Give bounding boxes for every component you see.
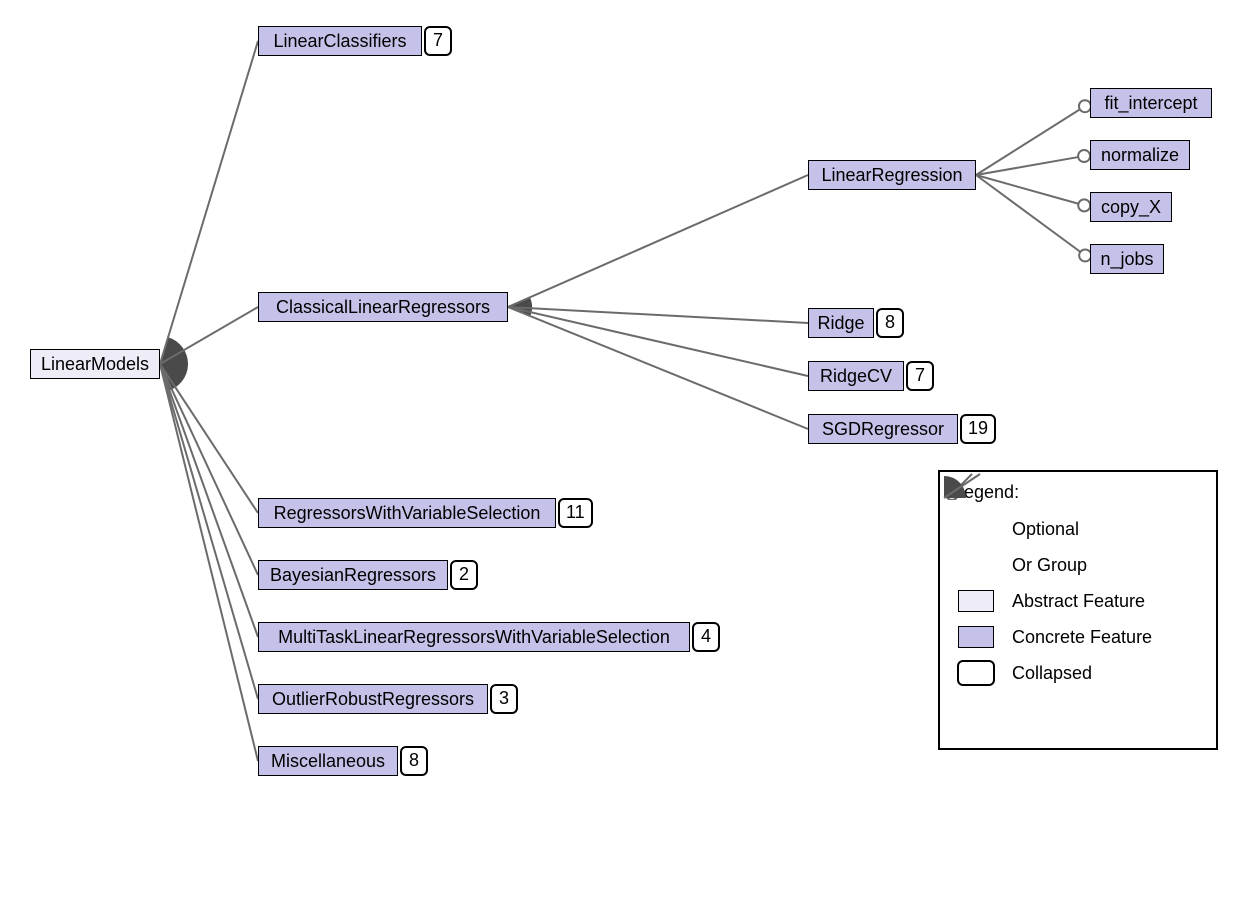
node-label: copy_X: [1101, 197, 1161, 217]
collapsed-count-label: 3: [499, 688, 509, 708]
tree-edge: [160, 364, 258, 761]
node-label: ClassicalLinearRegressors: [276, 297, 490, 317]
node-label: Miscellaneous: [271, 751, 385, 771]
feature-node-misc[interactable]: Miscellaneous: [258, 746, 398, 776]
feature-node-outlier[interactable]: OutlierRobustRegressors: [258, 684, 488, 714]
legend-item: Abstract Feature: [954, 587, 1202, 615]
feature-node-linReg[interactable]: LinearRegression: [808, 160, 976, 190]
feature-node-linearClassifiers[interactable]: LinearClassifiers: [258, 26, 422, 56]
node-label: LinearModels: [41, 354, 149, 374]
collapsed-count-label: 19: [968, 418, 988, 438]
feature-node-copy[interactable]: copy_X: [1090, 192, 1172, 222]
collapsed-count-label: 8: [409, 750, 419, 770]
tree-edge: [160, 364, 258, 513]
node-label: LinearRegression: [821, 165, 962, 185]
legend-item: Collapsed: [954, 659, 1202, 687]
collapsed-legend-icon: [954, 659, 998, 687]
orgroup-legend-icon: [954, 551, 998, 579]
feature-node-classical[interactable]: ClassicalLinearRegressors: [258, 292, 508, 322]
collapsed-count-misc[interactable]: 8: [400, 746, 428, 776]
optional-legend-icon: [954, 515, 998, 543]
collapsed-count-ridgeCV[interactable]: 7: [906, 361, 934, 391]
optional-marker-icon: [1078, 199, 1090, 211]
node-label: normalize: [1101, 145, 1179, 165]
node-label: RegressorsWithVariableSelection: [274, 503, 541, 523]
concrete-legend-icon: [954, 623, 998, 651]
legend-box: Legend: Optional Or Group Abstract Feature C…: [938, 470, 1218, 750]
feature-node-sgd[interactable]: SGDRegressor: [808, 414, 958, 444]
tree-edge: [508, 307, 808, 429]
node-label: n_jobs: [1100, 249, 1153, 269]
node-label: OutlierRobustRegressors: [272, 689, 474, 709]
collapsed-count-outlier[interactable]: 3: [490, 684, 518, 714]
legend-label: Or Group: [1012, 555, 1087, 576]
collapsed-count-label: 2: [459, 564, 469, 584]
feature-node-ridge[interactable]: Ridge: [808, 308, 874, 338]
feature-node-njobs[interactable]: n_jobs: [1090, 244, 1164, 274]
collapsed-count-label: 7: [433, 30, 443, 50]
tree-edge: [160, 364, 258, 637]
legend-item: Or Group: [954, 551, 1202, 579]
collapsed-count-label: 4: [701, 626, 711, 646]
feature-node-root[interactable]: LinearModels: [30, 349, 160, 379]
abstract-legend-icon: [954, 587, 998, 615]
node-label: fit_intercept: [1104, 93, 1197, 113]
collapsed-count-linearClassifiers[interactable]: 7: [424, 26, 452, 56]
feature-node-bayesian[interactable]: BayesianRegressors: [258, 560, 448, 590]
feature-node-multiTask[interactable]: MultiTaskLinearRegressorsWithVariableSel…: [258, 622, 690, 652]
node-label: LinearClassifiers: [273, 31, 406, 51]
node-label: RidgeCV: [820, 366, 892, 386]
legend-title: Legend:: [954, 482, 1202, 503]
collapsed-count-label: 11: [566, 502, 585, 522]
tree-edge: [508, 307, 808, 376]
node-label: BayesianRegressors: [270, 565, 436, 585]
tree-edge: [976, 175, 1078, 204]
collapsed-count-sgd[interactable]: 19: [960, 414, 996, 444]
legend-label: Optional: [1012, 519, 1079, 540]
optional-marker-icon: [1078, 150, 1090, 162]
node-label: SGDRegressor: [822, 419, 944, 439]
legend-label: Concrete Feature: [1012, 627, 1152, 648]
feature-node-regVarSel[interactable]: RegressorsWithVariableSelection: [258, 498, 556, 528]
feature-node-fit[interactable]: fit_intercept: [1090, 88, 1212, 118]
collapsed-count-ridge[interactable]: 8: [876, 308, 904, 338]
legend-label: Abstract Feature: [1012, 591, 1145, 612]
tree-edge: [976, 175, 1080, 252]
tree-edge: [508, 175, 808, 307]
tree-edge: [160, 364, 258, 699]
legend-item: Optional: [954, 515, 1202, 543]
legend-label: Collapsed: [1012, 663, 1092, 684]
tree-edge: [508, 307, 808, 323]
collapsed-count-bayesian[interactable]: 2: [450, 560, 478, 590]
node-label: Ridge: [817, 313, 864, 333]
collapsed-count-label: 8: [885, 312, 895, 332]
feature-node-ridgeCV[interactable]: RidgeCV: [808, 361, 904, 391]
node-label: MultiTaskLinearRegressorsWithVariableSel…: [278, 627, 670, 647]
tree-edge: [160, 364, 258, 575]
collapsed-count-label: 7: [915, 365, 925, 385]
collapsed-count-regVarSel[interactable]: 11: [558, 498, 593, 528]
collapsed-count-multiTask[interactable]: 4: [692, 622, 720, 652]
legend-item: Concrete Feature: [954, 623, 1202, 651]
feature-node-norm[interactable]: normalize: [1090, 140, 1190, 170]
